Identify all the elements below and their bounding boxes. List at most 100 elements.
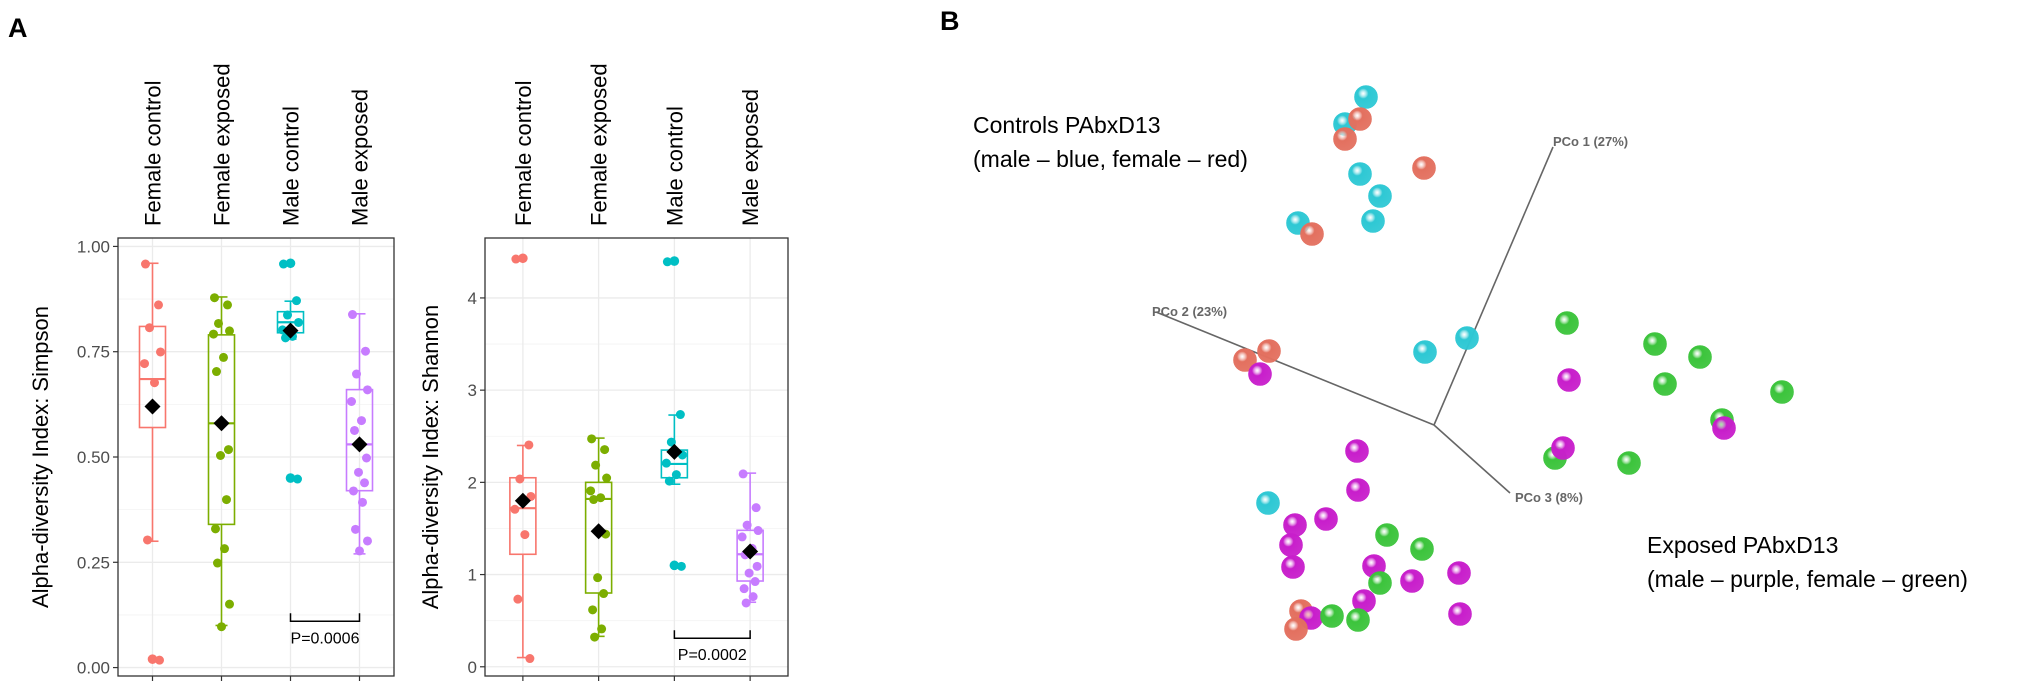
data-point xyxy=(352,369,361,379)
y-tick-label: 3 xyxy=(468,381,477,400)
pcoa-point-female-exposed xyxy=(1410,537,1434,561)
y-tick-label: 1.00 xyxy=(77,237,110,256)
data-point xyxy=(589,495,599,505)
data-point xyxy=(354,467,363,477)
data-point xyxy=(741,598,751,608)
pco2-label: PCo 2 (23%) xyxy=(1152,304,1227,319)
category-label: Female exposed xyxy=(210,63,235,226)
data-point xyxy=(590,632,600,642)
data-point xyxy=(219,352,228,362)
data-point xyxy=(588,605,598,615)
y-tick-label: 1 xyxy=(468,566,477,585)
data-point xyxy=(140,359,149,369)
mean-marker xyxy=(351,436,368,453)
data-point xyxy=(362,453,371,463)
plot-background xyxy=(485,238,788,676)
pcoa-point-female-exposed xyxy=(1320,604,1344,628)
mean-marker xyxy=(666,443,683,460)
pcoa-point-male-exposed xyxy=(1248,362,1272,386)
pcoa-points xyxy=(1233,85,1794,641)
data-point xyxy=(738,469,748,479)
mean-marker xyxy=(213,415,230,432)
y-tick-label: 2 xyxy=(468,473,477,492)
data-point xyxy=(361,346,370,356)
data-point xyxy=(350,425,359,435)
data-point xyxy=(662,257,672,267)
data-point xyxy=(591,460,601,470)
data-point xyxy=(223,300,232,310)
category-label: Female control xyxy=(141,80,166,226)
data-point xyxy=(737,532,747,542)
pcoa-point-male-control xyxy=(1361,209,1385,233)
data-point xyxy=(664,476,674,486)
pcoa-point-female-exposed xyxy=(1555,311,1579,335)
data-point xyxy=(348,310,357,320)
outlier-point xyxy=(669,256,680,266)
data-point xyxy=(357,416,366,426)
pcoa-point-male-control xyxy=(1256,491,1280,515)
mean-marker xyxy=(742,543,759,560)
y-tick-label: 0.50 xyxy=(77,448,110,467)
y-tick-label: 0.25 xyxy=(77,553,110,572)
data-point xyxy=(750,577,760,587)
pco3-label: PCo 3 (8%) xyxy=(1515,490,1583,505)
data-point xyxy=(515,474,525,484)
pcoa-point-female-control xyxy=(1257,339,1281,363)
data-point xyxy=(748,592,758,602)
data-point xyxy=(214,318,223,328)
data-point xyxy=(661,458,671,468)
data-point xyxy=(358,497,367,507)
data-point xyxy=(156,347,165,357)
data-point xyxy=(600,445,610,455)
category-label: Male control xyxy=(279,106,304,226)
pcoa-point-female-control xyxy=(1333,127,1357,151)
data-point xyxy=(351,524,360,534)
mean-marker xyxy=(590,523,607,540)
pco3-axis xyxy=(1433,424,1511,494)
outlier-point xyxy=(285,473,296,483)
pcoa-point-female-control xyxy=(1233,348,1257,372)
panel-label-a: A xyxy=(8,13,28,43)
significance-label: P=0.0006 xyxy=(291,630,360,647)
pcoa-plot: PCo 1 (27%) PCo 2 (23%) PCo 3 (8%) Contr… xyxy=(973,85,1968,641)
pcoa-point-female-exposed xyxy=(1653,372,1677,396)
significance-bracket xyxy=(673,630,751,639)
data-point xyxy=(294,317,303,327)
box-iqr xyxy=(207,334,236,526)
category-label: Female control xyxy=(511,80,536,226)
pcoa-point-female-exposed xyxy=(1346,608,1370,632)
data-point xyxy=(597,624,607,634)
data-point xyxy=(586,486,596,496)
data-point xyxy=(220,544,229,554)
outlier-point xyxy=(285,258,296,269)
data-point xyxy=(355,546,364,556)
data-point xyxy=(593,573,603,583)
data-point xyxy=(752,561,762,571)
data-point xyxy=(511,254,521,264)
pcoa-point-male-exposed xyxy=(1551,436,1575,460)
data-point xyxy=(279,259,288,269)
data-point xyxy=(739,584,749,594)
data-point xyxy=(155,655,164,665)
pcoa-point-female-exposed xyxy=(1643,332,1667,356)
data-point xyxy=(224,445,233,455)
data-point xyxy=(671,470,681,480)
data-point xyxy=(141,259,150,269)
data-point xyxy=(347,397,356,406)
pcoa-point-male-exposed xyxy=(1448,602,1472,626)
data-point xyxy=(602,473,612,483)
data-point xyxy=(520,530,530,540)
outlier-point xyxy=(518,253,528,264)
data-point xyxy=(524,440,534,450)
mean-marker xyxy=(514,492,531,509)
data-point xyxy=(363,536,372,546)
outlier-point xyxy=(147,654,158,664)
category-label: Male control xyxy=(662,106,687,226)
data-point xyxy=(209,329,218,339)
pco1-label: PCo 1 (27%) xyxy=(1553,134,1628,149)
exposed-annotation-legend: (male – purple, female – green) xyxy=(1647,566,1968,592)
pcoa-point-male-exposed xyxy=(1712,416,1736,440)
data-point xyxy=(675,410,685,420)
pcoa-point-male-exposed xyxy=(1314,507,1338,531)
